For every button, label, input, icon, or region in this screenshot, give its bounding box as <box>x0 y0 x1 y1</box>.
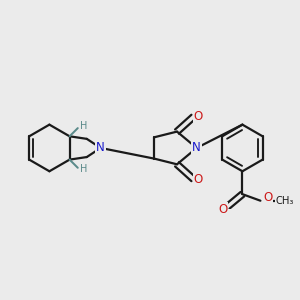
Text: O: O <box>263 191 272 204</box>
Text: H: H <box>80 164 87 174</box>
Text: O: O <box>218 203 227 216</box>
Text: H: H <box>80 122 87 131</box>
Text: O: O <box>194 173 203 186</box>
Text: N: N <box>192 142 201 154</box>
Text: CH₃: CH₃ <box>276 196 294 206</box>
Text: N: N <box>96 142 105 154</box>
Text: O: O <box>194 110 203 123</box>
